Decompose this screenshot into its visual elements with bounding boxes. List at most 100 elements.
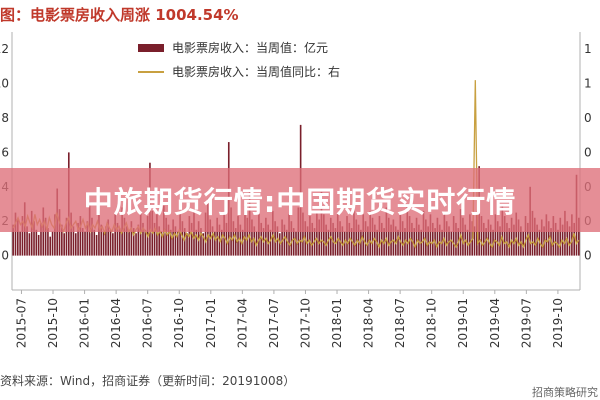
bar (408, 216, 411, 256)
bar (327, 229, 330, 256)
bar (16, 219, 19, 256)
y-tick-label-left: 10 (0, 77, 9, 91)
bar (58, 209, 61, 256)
legend-bar-label: 电影票房收入：当周值：亿元 (172, 40, 328, 55)
bar (132, 228, 135, 256)
bar (357, 224, 360, 256)
banner-text: 中旅期货行情:中国期货实时行情 (83, 185, 517, 219)
bar (33, 221, 35, 256)
bar (267, 224, 269, 256)
bar (86, 221, 89, 256)
bar (107, 219, 110, 256)
bar (425, 219, 427, 256)
x-tick-label: 2019-04 (488, 298, 502, 348)
x-tick-label: 2017-04 (235, 298, 249, 348)
x-tick-label: 2019-01 (456, 298, 470, 348)
bar (79, 216, 82, 256)
bar (336, 212, 339, 256)
bar (109, 229, 112, 256)
y-tick-label-right: 0 (584, 111, 592, 125)
bar (290, 221, 293, 256)
x-tick-label: 2019-10 (551, 298, 565, 348)
x-tick-label: 2018-01 (330, 298, 344, 348)
bar (181, 221, 184, 256)
bar (522, 231, 525, 256)
bar (258, 212, 260, 256)
bar (61, 224, 63, 256)
bar (156, 214, 158, 256)
bar (540, 219, 543, 256)
bar (81, 228, 84, 256)
bar (295, 231, 297, 256)
bar (77, 222, 79, 256)
bar (112, 233, 114, 256)
bar (459, 209, 462, 256)
bar (125, 226, 128, 256)
y-tick-label-right: 1 (584, 42, 592, 56)
x-tick-label: 2018-04 (362, 298, 376, 348)
bar (84, 231, 86, 256)
bar (105, 226, 107, 256)
x-tick-label: 2018-10 (425, 298, 439, 348)
bar (174, 226, 177, 256)
bar (332, 222, 334, 256)
bar (367, 226, 369, 256)
bar (123, 217, 126, 256)
x-tick-label: 2019-07 (519, 298, 533, 348)
bar (399, 214, 402, 256)
bar (116, 222, 119, 256)
bar (274, 221, 276, 256)
bar (28, 233, 31, 256)
x-tick-label: 2016-01 (78, 298, 92, 348)
bar (179, 210, 181, 256)
bar (40, 222, 42, 256)
bar (98, 210, 100, 256)
bar (74, 233, 77, 256)
bar (167, 224, 170, 256)
bar (102, 231, 105, 256)
bar (443, 212, 446, 256)
bar (316, 210, 318, 256)
bar (223, 214, 225, 256)
bar (292, 228, 295, 256)
x-tick-label: 2017-01 (204, 298, 218, 348)
bar (411, 222, 413, 256)
bar (47, 228, 49, 256)
bar (450, 231, 453, 256)
bar (49, 236, 52, 256)
bar (211, 226, 214, 256)
bar (72, 226, 75, 256)
bar (14, 212, 17, 256)
bar (554, 222, 557, 256)
x-tick-label: 2015-07 (14, 298, 28, 348)
bar (489, 224, 492, 256)
bar (394, 226, 397, 256)
bar (142, 222, 144, 256)
bar (503, 216, 506, 256)
bar (193, 209, 195, 256)
bar (100, 224, 103, 256)
bar (19, 231, 21, 256)
bar (436, 217, 439, 256)
bar (160, 231, 163, 256)
bar (494, 214, 497, 256)
bar (480, 216, 483, 256)
bar (26, 226, 28, 256)
bar (176, 231, 179, 256)
bar (51, 231, 54, 256)
x-tick-label: 2018-07 (393, 298, 407, 348)
bar (35, 229, 38, 256)
bar (186, 233, 188, 256)
bar (234, 228, 237, 256)
bar (559, 217, 562, 256)
bar (513, 224, 515, 256)
bar (276, 226, 279, 256)
bar (30, 210, 33, 256)
bar (65, 217, 68, 256)
bar (341, 226, 344, 256)
x-tick-label: 2016-07 (141, 298, 155, 348)
bar (413, 228, 416, 256)
bar (325, 224, 327, 256)
bar (346, 216, 348, 256)
bar (190, 222, 193, 256)
